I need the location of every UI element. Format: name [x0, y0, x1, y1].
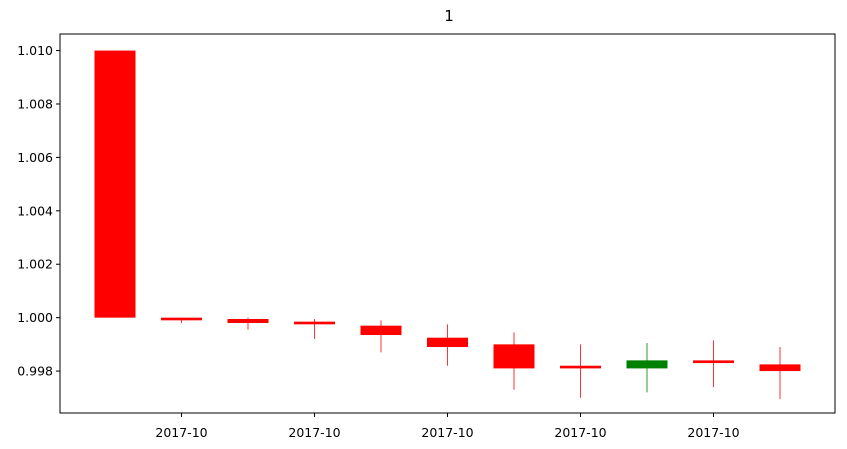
- candle-body: [360, 325, 402, 336]
- candle-body: [759, 364, 801, 372]
- y-tick-label: 1.004: [17, 203, 53, 218]
- candle-body: [427, 337, 468, 348]
- y-tick-label: 1.008: [17, 96, 53, 111]
- y-axis: 1.010 1.008 1.006 1.004 1.002 1.000 0.998: [17, 43, 60, 379]
- y-tick-label: 1.006: [17, 150, 53, 165]
- x-tick-label: 2017-10: [155, 425, 207, 440]
- candle-body: [161, 317, 202, 321]
- candles-group: [94, 50, 801, 400]
- y-tick-label: 1.002: [17, 257, 53, 272]
- candle-body: [693, 360, 734, 364]
- y-tick-label: 1.010: [17, 43, 53, 58]
- x-tick-label: 2017-10: [421, 425, 473, 440]
- chart-title: 1: [444, 7, 454, 25]
- y-tick-label: 1.000: [17, 310, 53, 325]
- candle-body: [227, 318, 269, 323]
- x-tick-label: 2017-10: [687, 425, 739, 440]
- x-tick-label: 2017-10: [288, 425, 340, 440]
- candle-body: [560, 365, 601, 369]
- candle-body: [294, 321, 335, 325]
- y-tick-label: 0.998: [17, 364, 53, 379]
- x-tick-label: 2017-10: [554, 425, 606, 440]
- plot-frame: [59, 33, 836, 414]
- candle-body: [493, 344, 535, 369]
- candle-body: [94, 50, 136, 318]
- x-axis: 2017-10 2017-10 2017-10 2017-10 2017-10: [155, 413, 740, 440]
- candle-body: [626, 360, 668, 369]
